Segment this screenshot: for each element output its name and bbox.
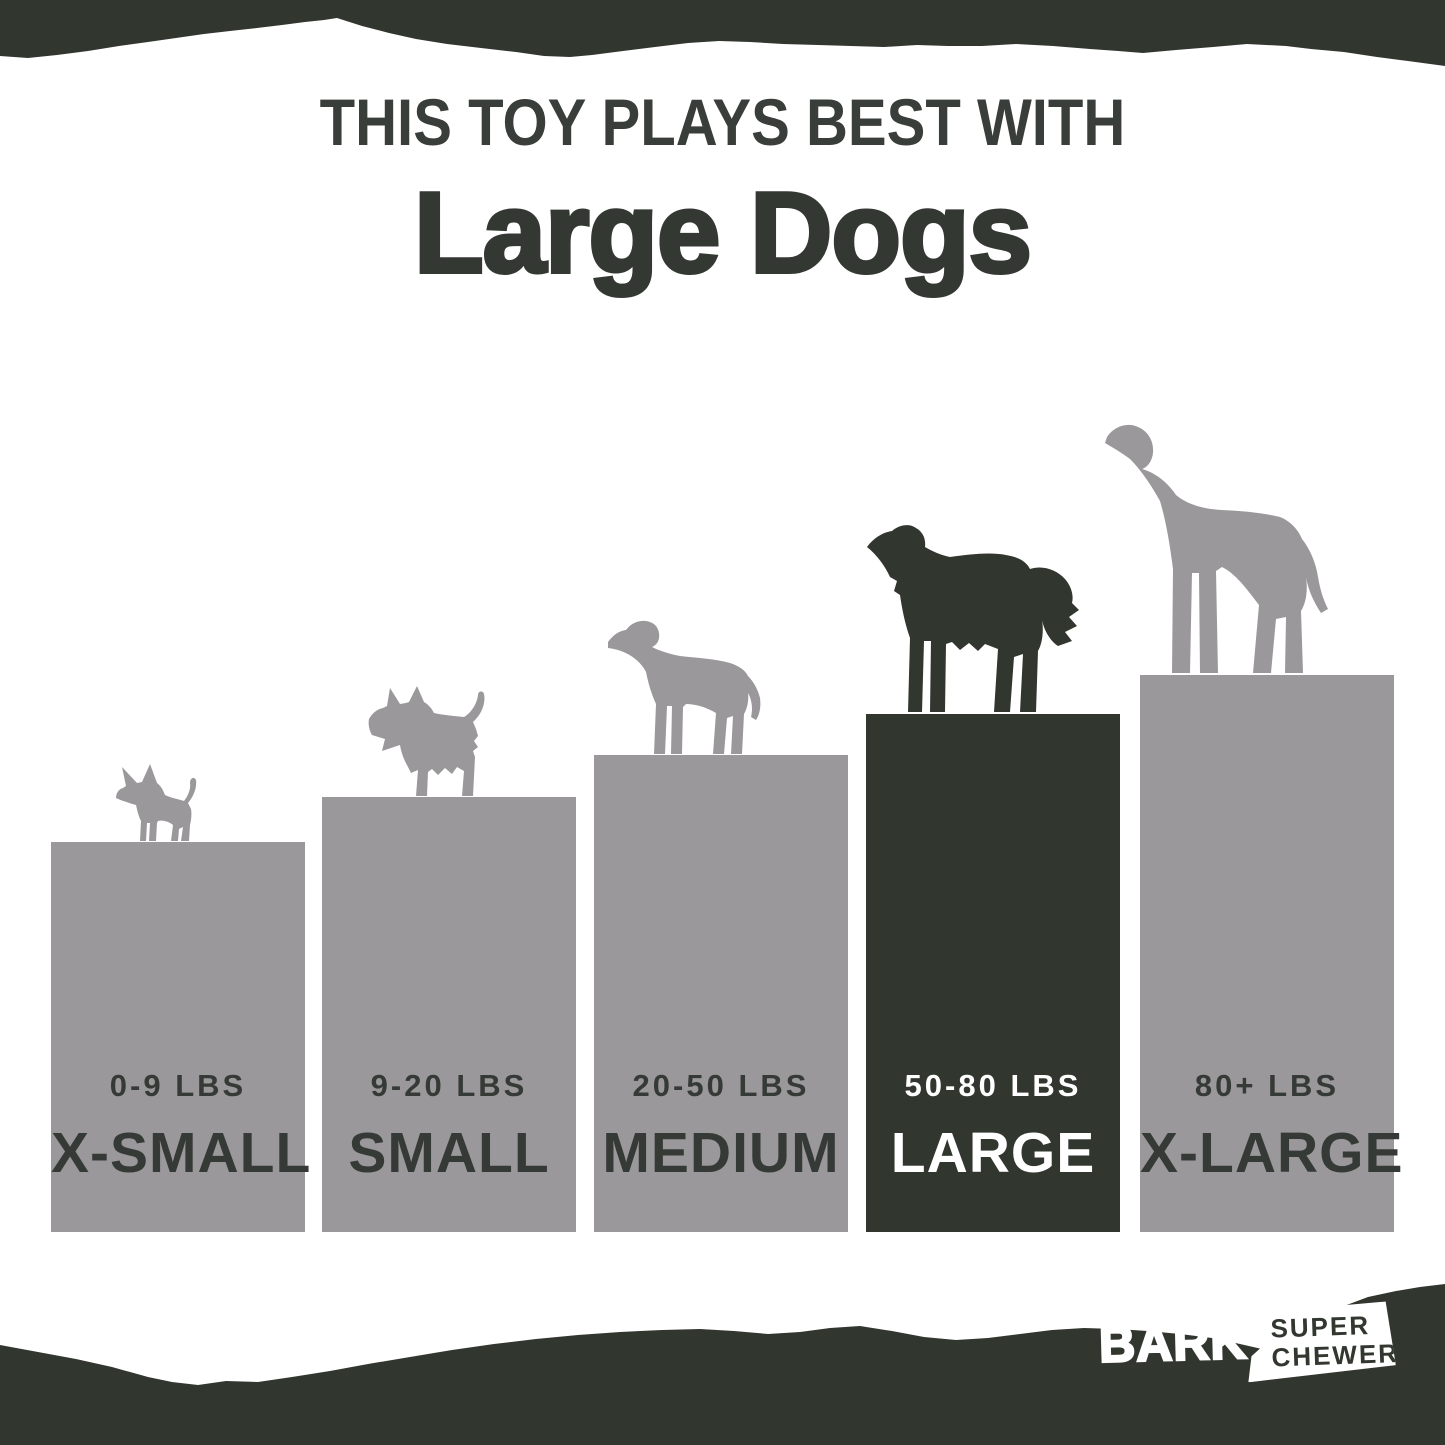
bar-x-small <box>51 842 305 1232</box>
bar-x-large <box>1140 675 1394 1232</box>
weight-range: 20-50 LBS <box>632 1068 810 1103</box>
super-chewer-line2: CHEWER <box>1270 1338 1400 1373</box>
bar-label-x-small: 0-9 LBS X-SMALL <box>51 1068 312 1186</box>
bar-label-small: 9-20 LBS SMALL <box>322 1068 576 1186</box>
size-name: X-SMALL <box>51 1121 312 1185</box>
bar-medium <box>594 755 848 1232</box>
great-dane-silhouette-icon <box>1105 424 1328 673</box>
super-chewer-badge: SUPER CHEWER <box>1232 1301 1397 1383</box>
labrador-silhouette-icon <box>608 620 761 754</box>
bar-label-x-large: 80+ LBS X-LARGE <box>1140 1068 1404 1186</box>
title-emphasis: Large Dogs <box>412 168 1034 299</box>
weight-range: 50-80 LBS <box>904 1068 1082 1103</box>
size-name: MEDIUM <box>602 1121 840 1185</box>
bar-small <box>322 797 576 1232</box>
size-name: LARGE <box>890 1121 1096 1185</box>
chihuahua-silhouette-icon <box>116 764 197 841</box>
brand-logo: BARK SUPER CHEWER <box>1085 1292 1415 1402</box>
weight-range: 9-20 LBS <box>370 1068 528 1103</box>
torn-paper-edge-top <box>0 0 1445 66</box>
bar-large-highlighted <box>866 714 1120 1232</box>
bar-label-large: 50-80 LBS LARGE <box>866 1068 1120 1186</box>
size-name: SMALL <box>348 1121 550 1185</box>
torn-paper-edge-bottom <box>0 1284 1445 1445</box>
terrier-silhouette-icon <box>368 686 485 796</box>
weight-range: 80+ LBS <box>1194 1068 1340 1103</box>
bark-wordmark: BARK <box>1097 1312 1249 1374</box>
size-name: X-LARGE <box>1140 1121 1404 1185</box>
bar-label-medium: 20-50 LBS MEDIUM <box>594 1068 848 1186</box>
weight-range: 0-9 LBS <box>109 1068 247 1103</box>
title-line: THIS TOY PLAYS BEST WITH <box>319 85 1126 159</box>
golden-retriever-silhouette-icon <box>867 525 1079 712</box>
